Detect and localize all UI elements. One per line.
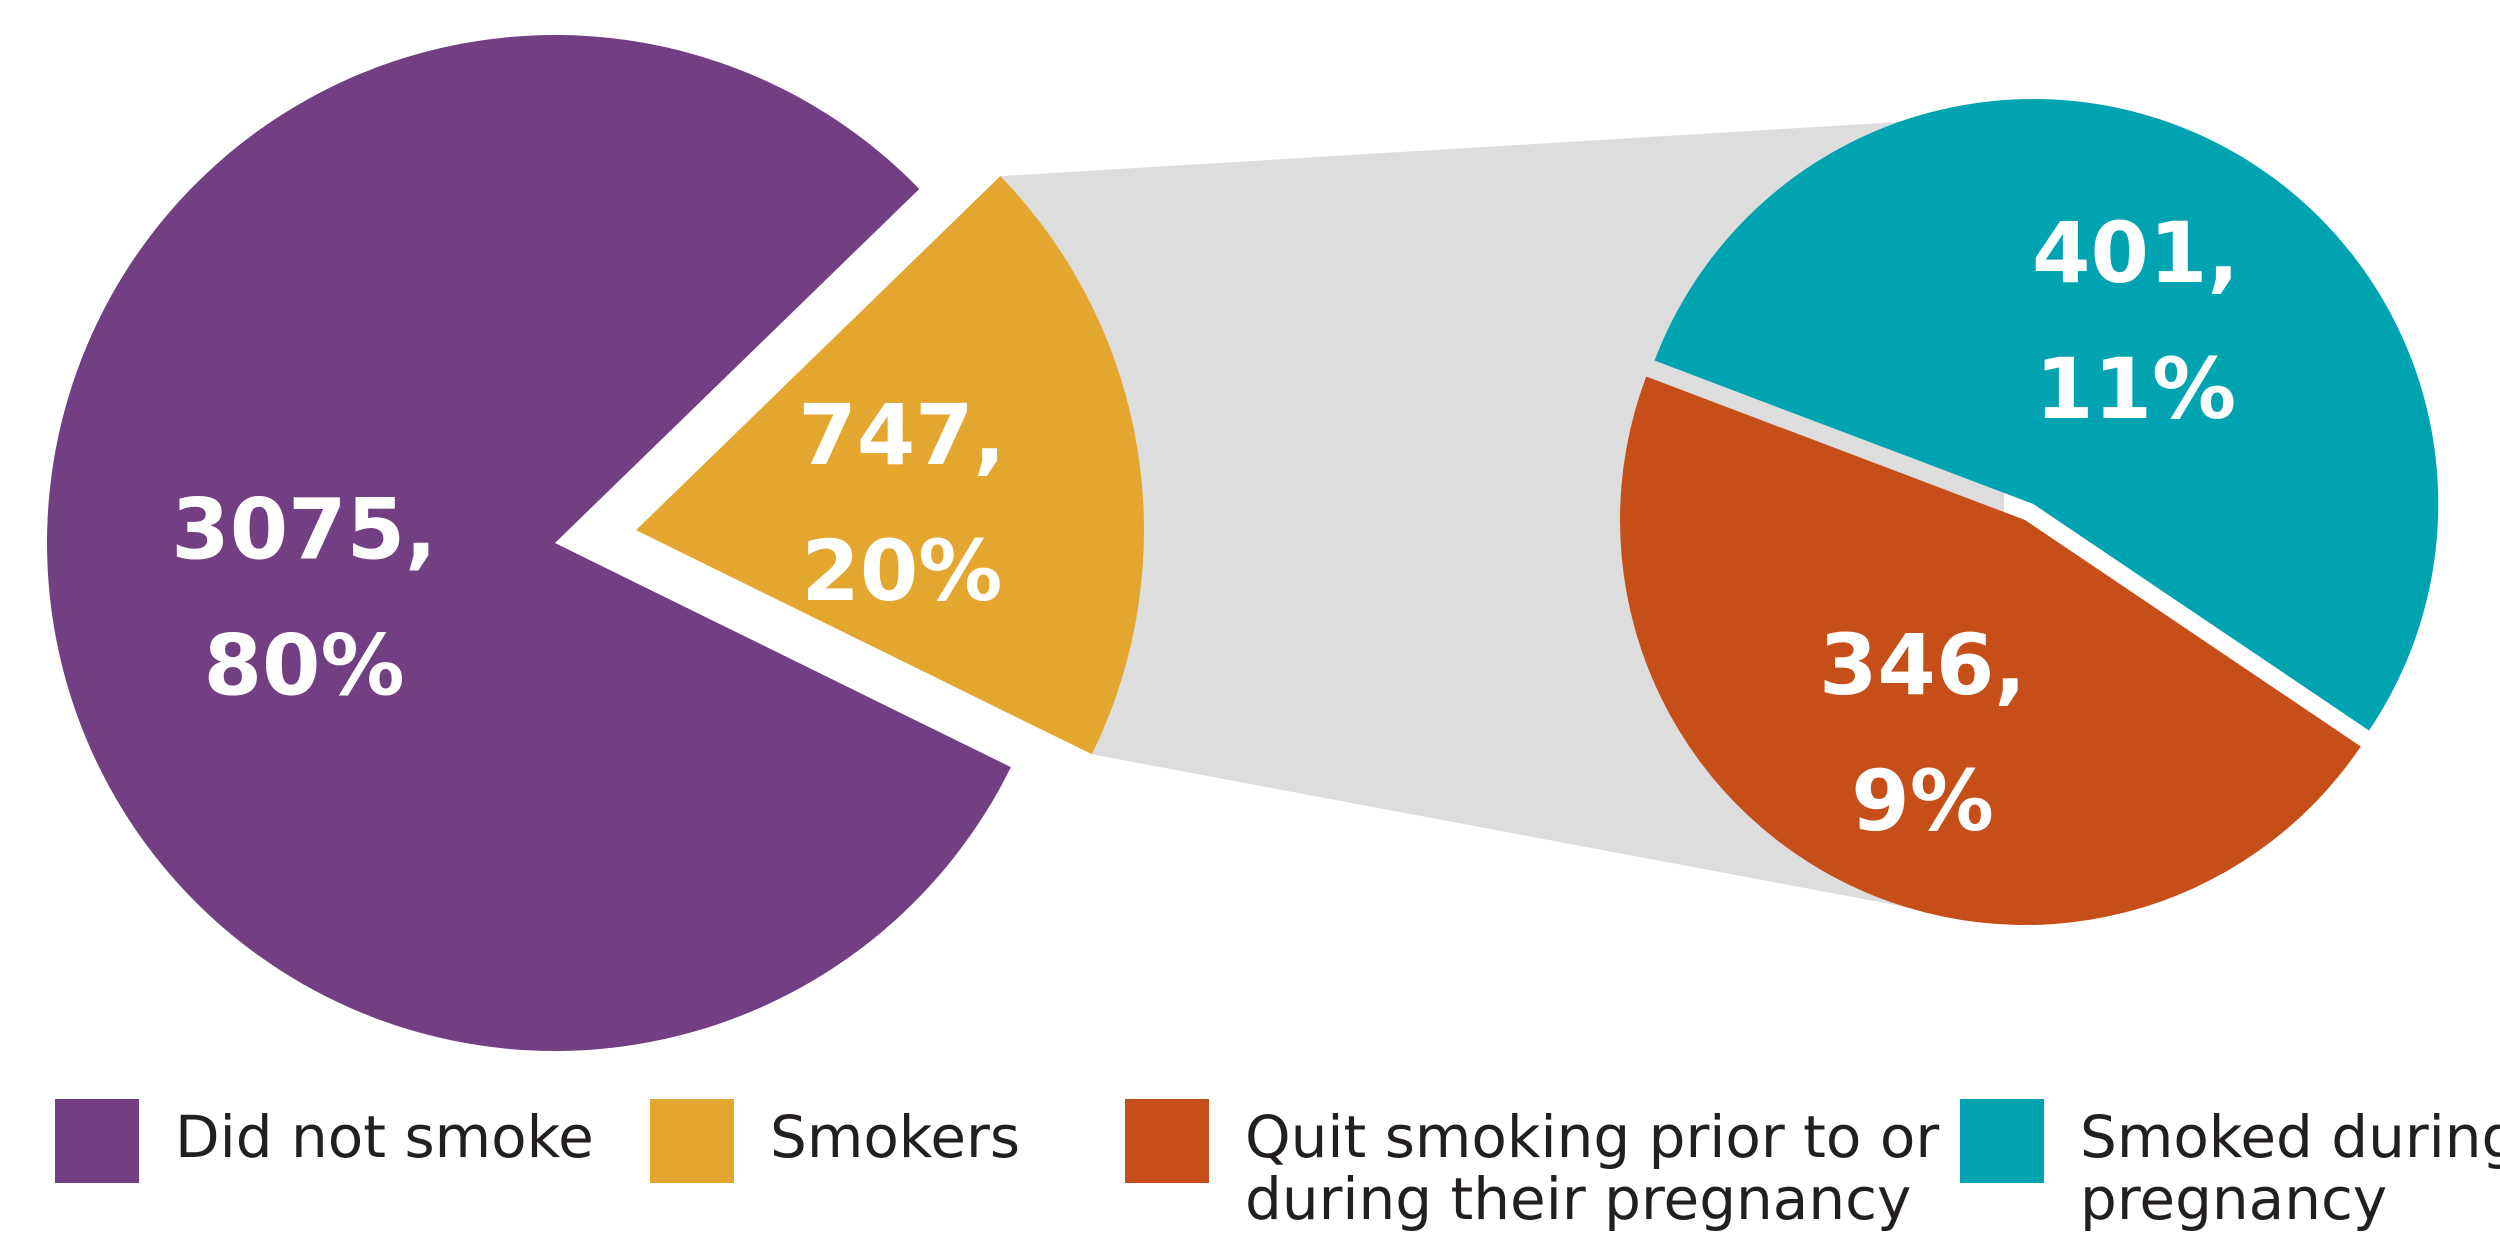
- data-label-percent-quit-smoking-prior-to-or-during-their-pregnancy: 9%: [1851, 752, 1994, 850]
- secondary-pie-slice-smoked-during-pregnancy: [1654, 99, 2439, 731]
- data-label-value-smoked-during-pregnancy: 401,: [2032, 204, 2239, 302]
- legend-label: pregnancy: [2080, 1165, 2387, 1233]
- legend-item-smokers: Smokers: [650, 1099, 1020, 1183]
- legend-swatch: [55, 1099, 139, 1183]
- legend-label: Did not smoke: [175, 1103, 594, 1171]
- data-label-value-smokers: 747,: [798, 386, 1005, 484]
- data-label-percent-smokers: 20%: [801, 522, 1002, 620]
- legend-swatch: [1960, 1099, 2044, 1183]
- legend-label: Smoked during: [2080, 1103, 2500, 1171]
- data-label-percent-did-not-smoke: 80%: [204, 617, 405, 715]
- legend-swatch: [650, 1099, 734, 1183]
- data-label-percent-smoked-during-pregnancy: 11%: [2035, 340, 2236, 438]
- legend-label: Smokers: [770, 1103, 1020, 1171]
- data-label-value-quit-smoking-prior-to-or-during-their-pregnancy: 346,: [1819, 616, 2026, 714]
- legend: Did not smoke Smokers Quit smoking prior t…: [55, 1099, 2500, 1233]
- legend-item-did-not-smoke: Did not smoke: [55, 1099, 594, 1183]
- legend-label: Quit smoking prior to or: [1245, 1103, 1939, 1171]
- data-label-value-did-not-smoke: 3075,: [171, 481, 437, 579]
- secondary-pie-slice-quit-smoking-prior-to-or-during-their-pregnancy: [1619, 376, 2361, 926]
- pie-layer: [47, 35, 2439, 1052]
- slice-label-layer: 3075, 80% 747, 20% 401, 11% 346, 9%: [171, 204, 2239, 850]
- legend-label: during their pregnancy: [1245, 1165, 1911, 1233]
- pie-slice-smokers: [635, 176, 1144, 755]
- legend-swatch: [1125, 1099, 1209, 1183]
- pie-slice-did-not-smoke: [47, 35, 1011, 1052]
